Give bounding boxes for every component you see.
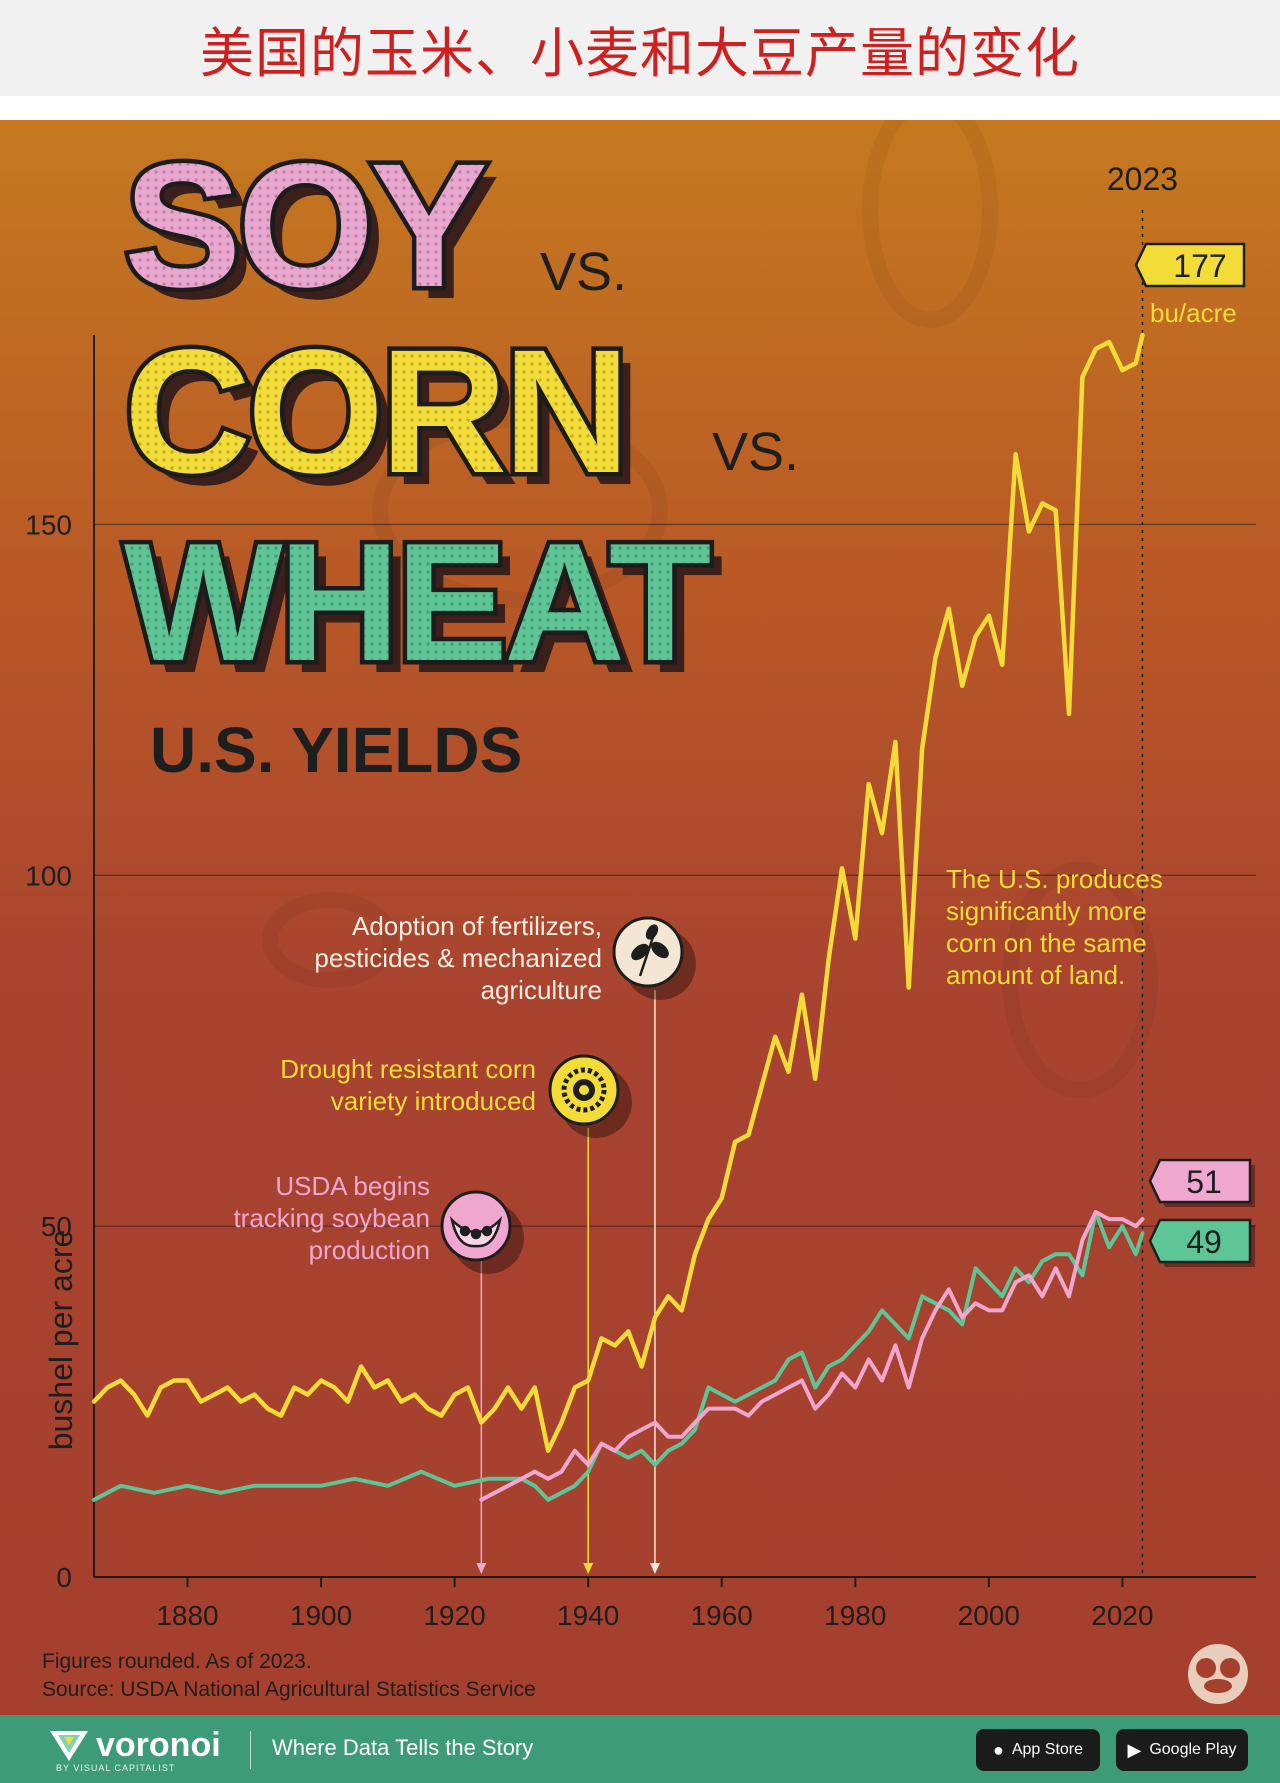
soybean-note-3: production — [309, 1235, 430, 1265]
drought-note-2: variety introduced — [331, 1086, 536, 1116]
corn-note-3: corn on the same — [946, 928, 1147, 958]
app-store-button[interactable]: ● App Store — [976, 1729, 1100, 1771]
annotation-texts: Adoption of fertilizers, pesticides & me… — [233, 864, 1162, 1265]
soybean-note-2: tracking soybean — [233, 1203, 430, 1233]
apple-icon: ● — [992, 1739, 1004, 1760]
footnote: Figures rounded. As of 2023. — [42, 1650, 312, 1673]
title-vs-2: VS. — [712, 422, 799, 482]
title-soy-dots: SOY — [124, 128, 485, 324]
end-labels: 177 bu/acre 51 49 — [1134, 242, 1255, 1267]
footer-bar: voronoi BY VISUAL CAPITALIST Where Data … — [0, 1715, 1280, 1783]
app-store-label: App Store — [1011, 1741, 1084, 1758]
y-tick-labels: 0 50 100 150 — [25, 509, 72, 1593]
title-block: SOY SOY SOY VS. CORN CORN CORN VS. WHEAT… — [120, 124, 800, 787]
header-gap — [0, 96, 1280, 120]
title-vs-1: VS. — [540, 242, 627, 302]
fertilizer-note-3: agriculture — [481, 975, 602, 1005]
google-play-button[interactable]: ▶ Google Play — [1116, 1729, 1248, 1771]
x-tick-1920: 1920 — [423, 1600, 485, 1631]
google-play-label: Google Play — [1149, 1741, 1237, 1758]
page-header: 美国的玉米、小麦和大豆产量的变化 — [0, 0, 1280, 96]
x-tick-labels: 1880 1900 1920 1940 1960 1980 2000 2020 — [156, 1577, 1154, 1631]
infographic-poster: 0 50 100 150 1880 1900 1920 1940 1960 1980 2000 20… — [0, 120, 1280, 1715]
subtitle: U.S. YIELDS — [150, 714, 522, 786]
y-tick-50: 50 — [41, 1211, 72, 1242]
corn-note-4: amount of land. — [946, 960, 1125, 990]
drought-icon-badge — [548, 1054, 632, 1138]
wheat-series-line — [92, 1210, 1145, 1502]
title-wheat-dots: WHEAT — [124, 508, 710, 696]
brand-subtitle: BY VISUAL CAPITALIST — [56, 1763, 176, 1773]
wheat-end-badge — [1148, 1218, 1252, 1264]
x-tick-2020: 2020 — [1091, 1600, 1153, 1631]
soybean-pod-icon — [449, 1216, 503, 1248]
y-tick-0: 0 — [56, 1562, 72, 1593]
soybean-note-1: USDA begins — [275, 1171, 430, 1201]
title-wheat: WHEAT — [124, 508, 710, 696]
fertilizer-note-1: Adoption of fertilizers, — [352, 911, 602, 941]
title-corn-shadow: CORN — [136, 326, 638, 522]
title-corn-dots: CORN — [124, 314, 626, 510]
y-gridlines — [94, 523, 1256, 1227]
brand-name: voronoi — [96, 1725, 221, 1764]
corn-end-unit: bu/acre — [1150, 298, 1237, 328]
drought-note-1: Drought resistant corn — [280, 1054, 536, 1084]
x-tick-1880: 1880 — [156, 1600, 218, 1631]
soybean-arrow — [476, 1563, 487, 1574]
soybean-icon-badge — [440, 1190, 524, 1274]
corn-series-line — [91, 332, 1145, 1453]
x-tick-1940: 1940 — [557, 1600, 619, 1631]
fertilizer-note-2: pesticides & mechanized — [314, 943, 602, 973]
x-tick-1960: 1960 — [691, 1600, 753, 1631]
leaf-sprig-icon — [631, 924, 669, 977]
title-wheat-shadow: WHEAT — [136, 520, 722, 708]
corn-note-2: significantly more — [946, 896, 1147, 926]
series-group — [91, 332, 1145, 1502]
yield-chart: 0 50 100 150 1880 1900 1920 1940 1960 1980 2000 20… — [25, 120, 1256, 1704]
corn-end-badge — [1134, 242, 1246, 288]
background-decor — [262, 120, 1158, 1098]
soy-end-badge — [1148, 1158, 1252, 1204]
soy-end-value: 51 — [1186, 1164, 1222, 1200]
y-tick-100: 100 — [25, 860, 72, 891]
x-tick-1980: 1980 — [824, 1600, 886, 1631]
title-soy: SOY — [124, 128, 485, 324]
header-title: 美国的玉米、小麦和大豆产量的变化 — [200, 21, 1080, 85]
corn-note-1: The U.S. produces — [946, 864, 1163, 894]
wheat-end-value: 49 — [1186, 1224, 1222, 1260]
sunflower-icon — [561, 1067, 607, 1113]
drought-arrow — [583, 1563, 594, 1574]
x-tick-1900: 1900 — [290, 1600, 352, 1631]
corn-end-value: 177 — [1173, 248, 1226, 284]
soy-series-line — [479, 1210, 1145, 1502]
source-note: Source: USDA National Agricultural Stati… — [42, 1678, 536, 1701]
footer-tagline: Where Data Tells the Story — [272, 1735, 534, 1760]
annotation-lines — [476, 990, 660, 1574]
x-tick-2000: 2000 — [958, 1600, 1020, 1631]
fertilizer-arrow — [649, 1563, 660, 1574]
brand[interactable]: voronoi — [48, 1725, 221, 1765]
footer-divider — [250, 1731, 251, 1769]
voronoi-logo-icon — [50, 1731, 88, 1761]
play-icon: ▶ — [1127, 1739, 1142, 1760]
y-axis-label: bushel per acre — [43, 1230, 79, 1451]
y-tick-150: 150 — [25, 509, 72, 540]
title-soy-shadow: SOY — [136, 140, 497, 336]
title-corn: CORN — [124, 314, 626, 510]
voronoi-mascot-icon — [1188, 1644, 1248, 1704]
fertilizer-icon-badge — [612, 916, 696, 1000]
year-2023-label: 2023 — [1107, 161, 1178, 197]
